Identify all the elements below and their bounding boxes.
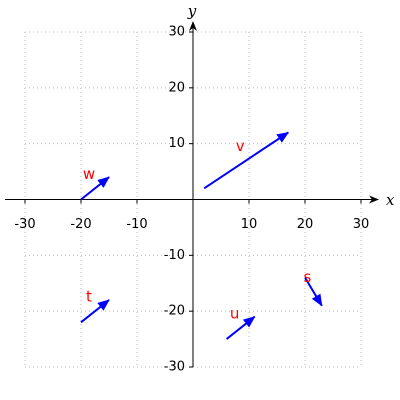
y-tick-label: 20 <box>168 80 185 95</box>
vector-label: s <box>303 268 311 286</box>
vector-label: t <box>86 288 92 306</box>
vector <box>203 131 290 190</box>
x-tick-label: -10 <box>126 217 147 232</box>
x-tick-label: -30 <box>14 217 35 232</box>
vector <box>80 176 110 201</box>
y-axis-title: y <box>187 2 197 20</box>
y-tick-label: -10 <box>164 248 185 263</box>
vector-label: v <box>236 137 245 155</box>
y-tick-label: -20 <box>164 304 185 319</box>
x-tick-label: -20 <box>70 217 91 232</box>
vector <box>80 299 110 324</box>
x-tick-label: 30 <box>353 217 370 232</box>
vector <box>304 277 323 307</box>
x-tick-label: 20 <box>297 217 314 232</box>
vector-label: w <box>83 165 95 183</box>
x-axis-title: x <box>386 191 395 209</box>
vector-label: u <box>230 304 240 322</box>
vector <box>225 315 256 340</box>
y-tick-label: -30 <box>164 360 185 375</box>
y-tick-label: 30 <box>168 25 185 40</box>
y-tick-label: 10 <box>168 136 185 151</box>
x-tick-label: 10 <box>241 217 258 232</box>
